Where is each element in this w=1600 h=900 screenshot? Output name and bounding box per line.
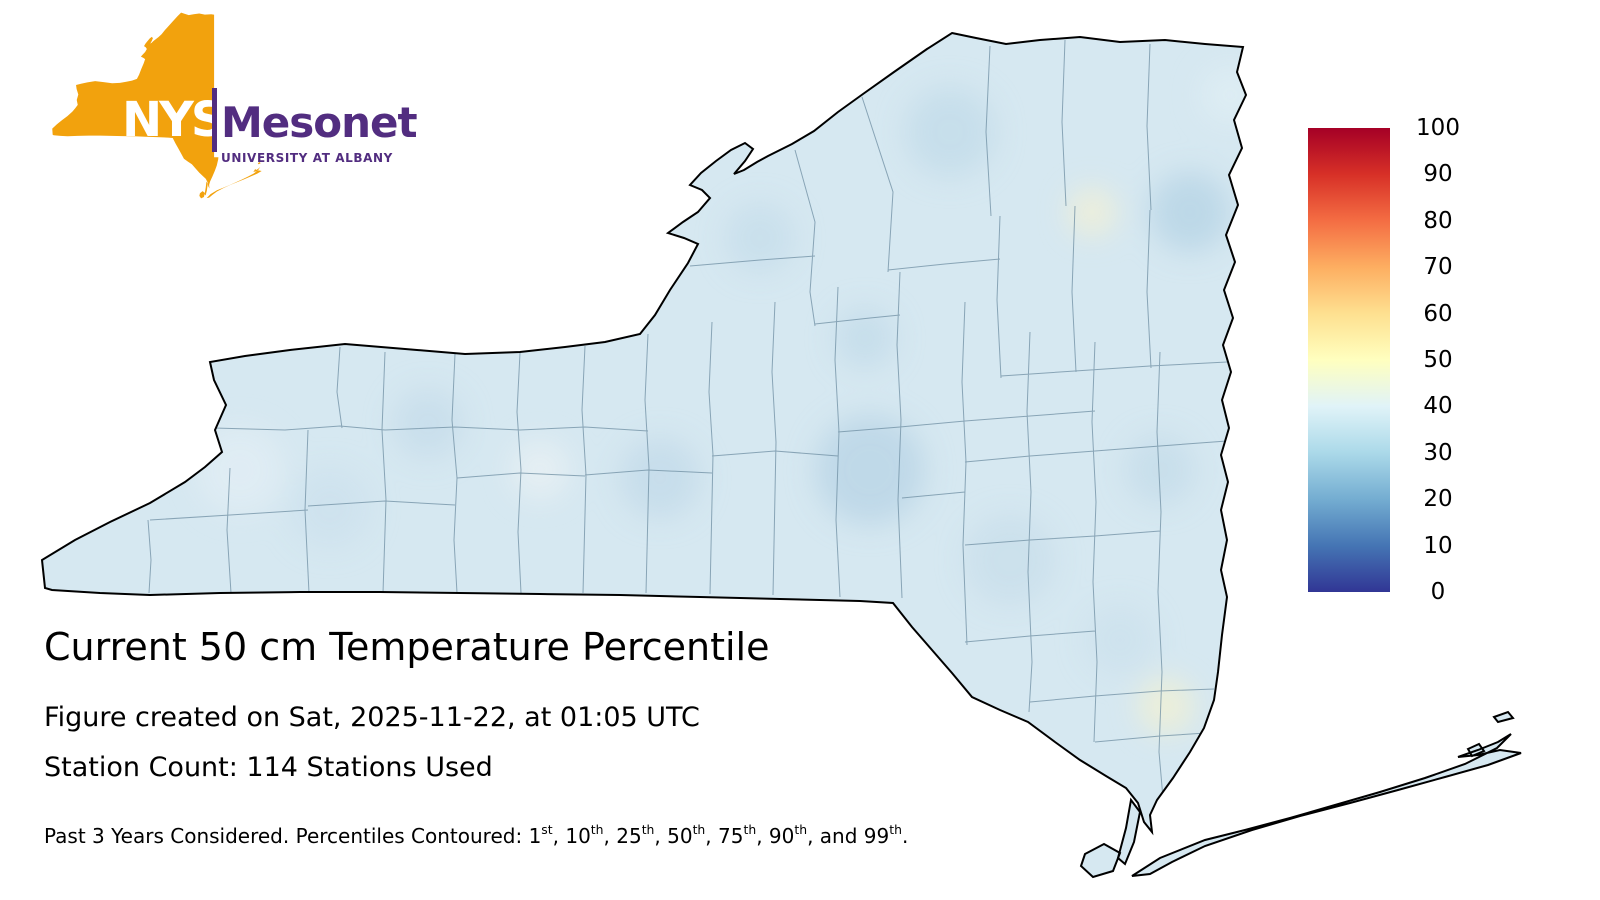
percentile-shading: [195, 65, 1330, 845]
colorbar-tick-label: 90: [1423, 161, 1453, 188]
logo-nys-text: NYS: [122, 92, 225, 148]
colorbar-gradient: [1308, 128, 1390, 592]
colorbar-tick-label: 30: [1423, 439, 1453, 466]
colorbar-tick-labels: 100 90 80 70 60 50 40 30 20 10 0: [1408, 114, 1468, 606]
colorbar-tick-label: 10: [1423, 532, 1453, 559]
colorbar-tick-label: 60: [1423, 300, 1453, 327]
footnote: Past 3 Years Considered. Percentiles Con…: [44, 822, 909, 848]
logo-divider-bar: [212, 88, 217, 152]
colorbar-tick-label: 80: [1423, 207, 1453, 234]
colorbar-tick-label: 40: [1423, 393, 1453, 420]
station-count-line: Station Count: 114 Stations Used: [44, 752, 493, 783]
created-timestamp-line: Figure created on Sat, 2025-11-22, at 01…: [44, 702, 700, 733]
figure-title: Current 50 cm Temperature Percentile: [44, 625, 770, 669]
colorbar-tick-label: 50: [1423, 346, 1453, 373]
county-boundaries: [147, 39, 1253, 859]
logo-tagline: UNIVERSITY AT ALBANY: [221, 151, 393, 165]
colorbar-tick-label: 70: [1423, 254, 1453, 281]
logo-mesonet-text: Mesonet: [221, 98, 418, 147]
colorbar-tick-label: 100: [1416, 115, 1460, 141]
colorbar-tick-label: 0: [1430, 578, 1446, 605]
colorbar-tick-label: 20: [1423, 486, 1453, 513]
